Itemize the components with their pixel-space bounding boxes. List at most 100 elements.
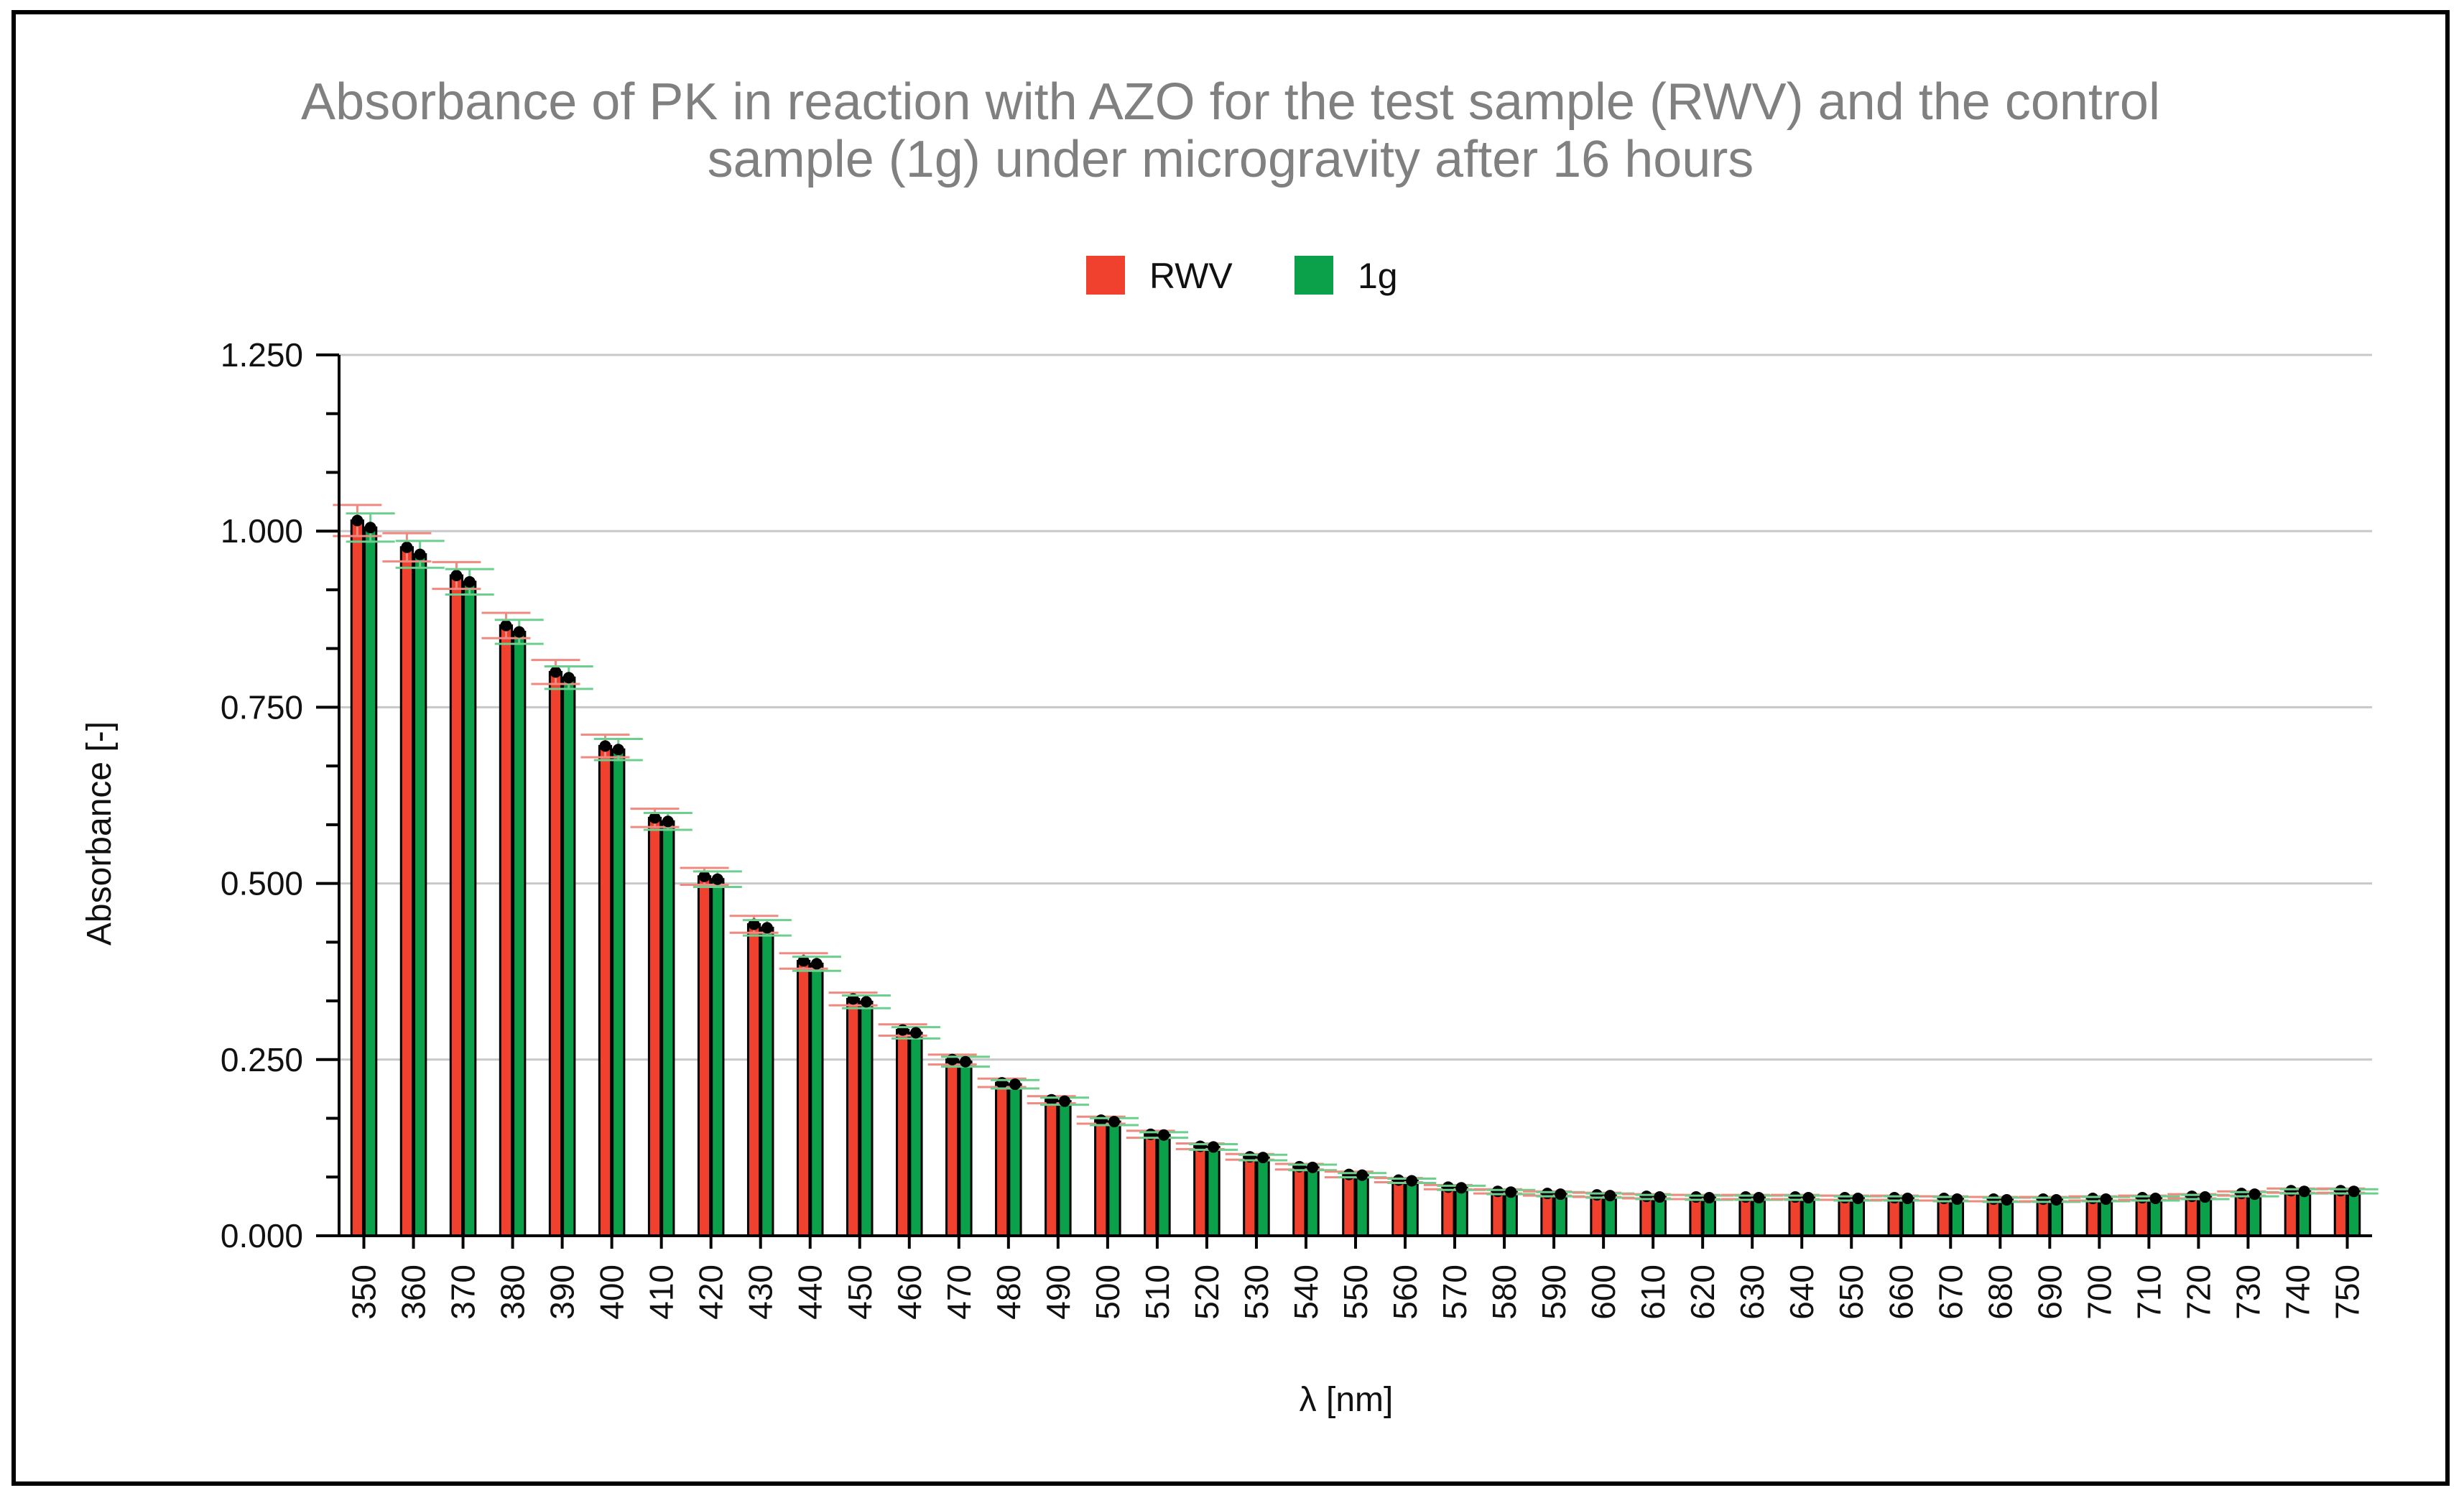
- bar-rwv-590: [1540, 1192, 1555, 1237]
- x-tick-label: 410: [643, 1264, 680, 1320]
- bar-rwv-510: [1144, 1133, 1158, 1237]
- y-tick-label: 1.250: [221, 336, 303, 374]
- bar-1g-380: [512, 630, 527, 1237]
- data-point-marker: [500, 619, 512, 632]
- x-tick-label: 670: [1932, 1264, 1969, 1320]
- data-point-marker: [1108, 1116, 1121, 1128]
- data-point-marker: [1541, 1188, 1553, 1200]
- bar-1g-390: [562, 676, 576, 1237]
- data-point-marker: [1555, 1188, 1567, 1201]
- bar-rwv-470: [945, 1058, 960, 1237]
- bar-rwv-520: [1193, 1145, 1208, 1237]
- bar-rwv-370: [449, 574, 464, 1237]
- data-point-marker: [1902, 1193, 1914, 1205]
- y-tick-labels: 0.000 0.250 0.500 0.750 1.000 1.250: [221, 336, 303, 1254]
- bar-1g-410: [661, 820, 675, 1237]
- x-tick-label: 530: [1238, 1264, 1275, 1320]
- data-point-marker: [1641, 1190, 1653, 1203]
- x-tick-label: 490: [1039, 1264, 1077, 1320]
- data-point-marker: [1442, 1181, 1454, 1193]
- legend-label-rwv: RWV: [1149, 256, 1233, 296]
- x-tick-label: 650: [1833, 1264, 1870, 1320]
- bar-rwv-410: [647, 816, 662, 1237]
- data-point-marker: [2298, 1185, 2310, 1198]
- data-point-marker: [711, 873, 723, 885]
- bar-1g-360: [413, 553, 427, 1237]
- bar-1g-580: [1504, 1190, 1518, 1237]
- data-point-marker: [1703, 1192, 1715, 1204]
- data-point-marker: [1392, 1174, 1404, 1186]
- data-point-marker: [1988, 1193, 2000, 1205]
- data-point-marker: [1690, 1191, 1703, 1203]
- bar-rwv-570: [1441, 1185, 1455, 1237]
- x-tick-label: 680: [1981, 1264, 2019, 1320]
- bar-rwv-380: [499, 624, 514, 1237]
- bar-rwv-580: [1491, 1190, 1505, 1237]
- data-point-marker: [748, 918, 760, 930]
- legend-swatch-1g: [1294, 256, 1333, 295]
- data-point-marker: [351, 514, 363, 527]
- axes: [316, 353, 2372, 1249]
- x-tick-label: 660: [1882, 1264, 1919, 1320]
- x-tick-label: 370: [445, 1264, 482, 1320]
- data-point-marker: [599, 740, 611, 752]
- data-point-marker: [1491, 1185, 1504, 1198]
- x-axis-title: λ [nm]: [1300, 1381, 1394, 1419]
- data-point-marker: [450, 569, 463, 581]
- bar-rwv-450: [846, 997, 861, 1237]
- bar-rwv-350: [350, 519, 364, 1237]
- data-point-marker: [662, 815, 674, 828]
- bars: [350, 519, 2361, 1237]
- y-tick-label: 0.250: [221, 1041, 303, 1078]
- data-point-marker: [761, 922, 773, 934]
- data-point-marker: [1951, 1193, 1963, 1205]
- legend-label-1g: 1g: [1358, 256, 1398, 296]
- x-tick-label: 700: [2080, 1264, 2118, 1320]
- x-tick-label: 730: [2229, 1264, 2266, 1320]
- data-point-marker: [401, 541, 413, 553]
- bar-rwv-480: [995, 1081, 1009, 1237]
- data-point-marker: [2236, 1188, 2248, 1200]
- data-point-marker: [810, 958, 823, 970]
- data-point-marker: [1257, 1152, 1269, 1164]
- data-point-marker: [2186, 1190, 2198, 1203]
- chart-frame: Absorbance of PK in reaction with AZO fo…: [11, 10, 2450, 1486]
- bar-rwv-460: [896, 1029, 910, 1237]
- data-point-marker: [550, 666, 562, 678]
- y-tick-label: 1.000: [221, 512, 303, 550]
- gridlines: [339, 353, 2372, 1061]
- bar-1g-370: [463, 581, 477, 1237]
- x-tick-label: 720: [2180, 1264, 2217, 1320]
- data-point-marker: [2248, 1188, 2261, 1201]
- bar-rwv-630: [1738, 1196, 1753, 1237]
- bar-1g-570: [1454, 1186, 1468, 1237]
- bar-1g-540: [1305, 1166, 1320, 1237]
- bar-1g-480: [1008, 1083, 1022, 1237]
- data-point-marker: [2149, 1193, 2162, 1205]
- data-point-marker: [2050, 1193, 2062, 1206]
- data-point-marker: [1590, 1189, 1603, 1201]
- x-tick-label: 630: [1733, 1264, 1771, 1320]
- data-point-marker: [959, 1055, 971, 1068]
- data-point-marker: [946, 1053, 958, 1065]
- data-point-marker: [1889, 1192, 1901, 1204]
- data-point-marker: [1158, 1129, 1170, 1141]
- x-tick-label: 610: [1634, 1264, 1672, 1320]
- data-point-marker: [364, 522, 376, 534]
- x-tick-label: 500: [1089, 1264, 1126, 1320]
- data-point-marker: [2001, 1193, 2013, 1206]
- x-tick-label: 690: [2031, 1264, 2068, 1320]
- data-point-marker: [996, 1077, 1008, 1089]
- data-point-marker: [649, 812, 661, 824]
- data-point-marker: [1356, 1169, 1368, 1181]
- data-point-marker: [2199, 1191, 2211, 1203]
- data-point-marker: [698, 870, 710, 882]
- data-point-marker: [1505, 1186, 1517, 1198]
- bar-rwv-730: [2234, 1192, 2248, 1237]
- data-point-marker: [1208, 1141, 1220, 1153]
- bar-rwv-360: [399, 546, 414, 1237]
- bar-1g-510: [1157, 1134, 1171, 1237]
- bar-1g-740: [2297, 1190, 2312, 1237]
- data-point-marker: [1753, 1192, 1765, 1204]
- x-tick-label: 460: [891, 1264, 928, 1320]
